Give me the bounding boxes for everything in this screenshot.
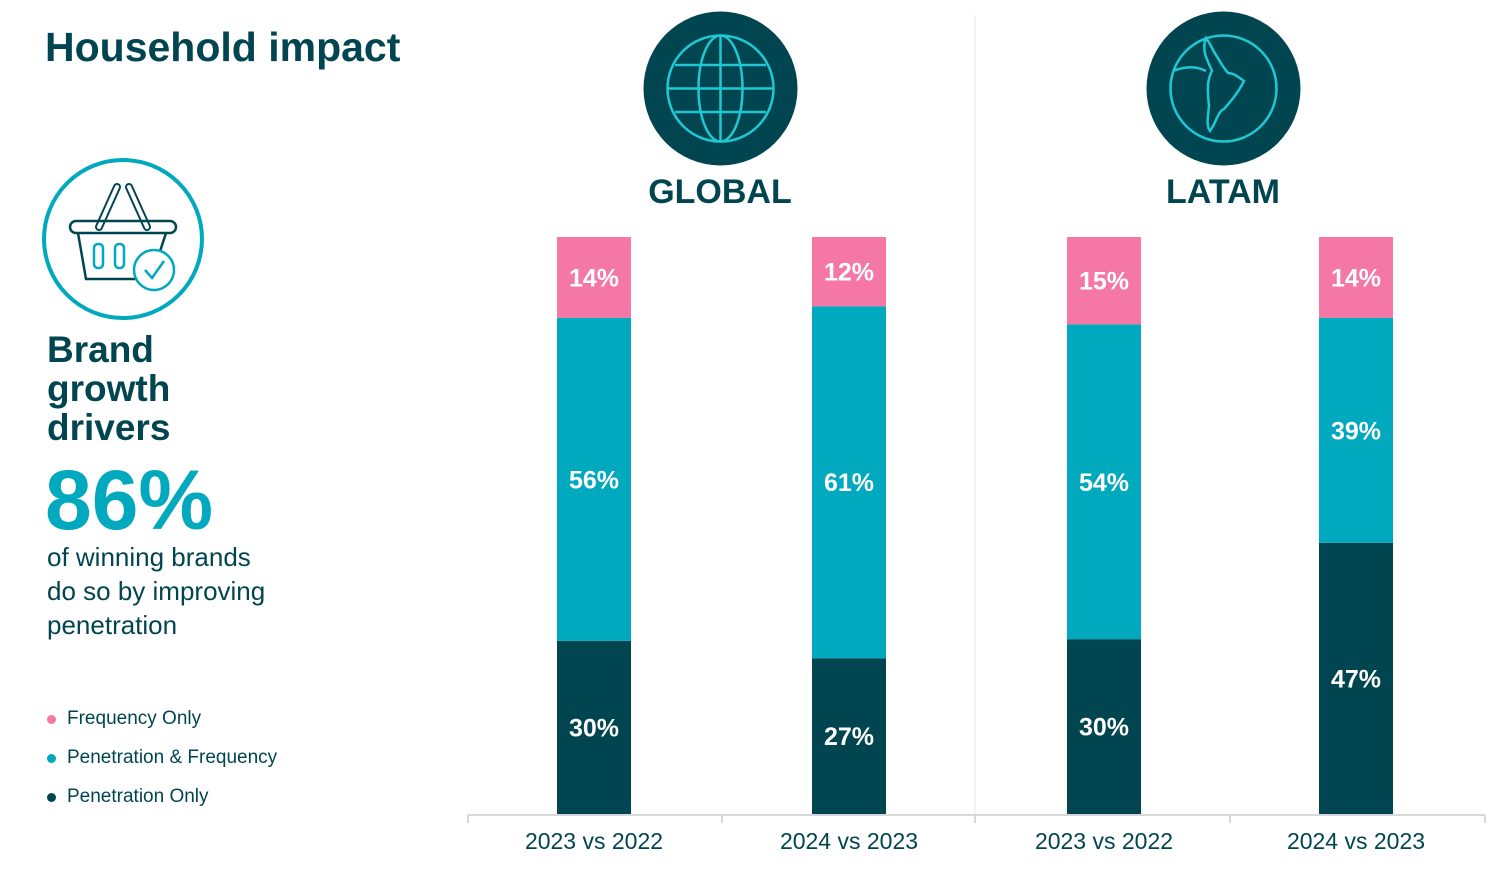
bar-segment xyxy=(812,306,886,659)
bar-segment xyxy=(1067,324,1141,640)
bar-segment xyxy=(557,640,631,814)
data-label: 54% xyxy=(1079,469,1129,497)
legend-item-penetration-frequency: Penetration & Frequency xyxy=(47,747,277,769)
description-line: do so by improving xyxy=(47,576,266,606)
globe-icon xyxy=(643,11,798,166)
data-label: 14% xyxy=(569,264,619,292)
south-america-icon xyxy=(1146,11,1301,166)
legend-label: Frequency Only xyxy=(67,708,202,729)
data-label: 61% xyxy=(824,469,874,497)
shopping-basket-check-icon xyxy=(42,158,204,320)
data-label: 39% xyxy=(1331,417,1381,445)
data-label: 27% xyxy=(824,723,874,751)
description-line: of winning brands xyxy=(47,542,251,572)
data-label: 56% xyxy=(569,466,619,494)
legend-dot xyxy=(47,714,56,724)
data-label: 15% xyxy=(1079,268,1129,296)
bar-segment xyxy=(1067,237,1141,325)
description-line: penetration xyxy=(47,610,178,640)
legend-dot xyxy=(47,753,56,763)
x-tick-label: 2023 vs 2022 xyxy=(525,828,663,854)
bar-segment xyxy=(1319,317,1393,543)
region-label-global: GLOBAL xyxy=(648,173,792,211)
legend-item-frequency-only: Frequency Only xyxy=(47,708,201,730)
bar-segment xyxy=(1067,639,1141,814)
data-label: 14% xyxy=(1331,264,1381,292)
data-label: 30% xyxy=(569,714,619,742)
legend-item-penetration-only: Penetration Only xyxy=(47,786,209,808)
region-label-latam: LATAM xyxy=(1166,173,1280,211)
data-label: 30% xyxy=(1079,714,1129,742)
x-tick-label: 2023 vs 2022 xyxy=(1035,828,1173,854)
heading: Brand growth drivers xyxy=(47,330,170,447)
data-label: 12% xyxy=(824,259,874,287)
heading-line: drivers xyxy=(47,407,171,448)
data-label: 47% xyxy=(1331,665,1381,693)
legend-dot xyxy=(47,792,56,802)
stat-description: of winning brands do so by improving pen… xyxy=(47,540,265,642)
bar-segment xyxy=(557,317,631,641)
bar-segment xyxy=(1319,237,1393,318)
heading-line: Brand xyxy=(47,329,154,370)
heading-line: growth xyxy=(47,368,171,409)
x-tick-label: 2024 vs 2023 xyxy=(780,828,918,854)
x-tick-label: 2024 vs 2023 xyxy=(1287,828,1425,854)
bar-segment xyxy=(557,237,631,318)
bar-segment xyxy=(812,658,886,814)
page-title: Household impact xyxy=(45,24,401,70)
bar-segment xyxy=(812,237,886,307)
big-stat: 86% xyxy=(45,453,214,547)
legend-label: Penetration Only xyxy=(67,786,209,807)
bar-segment xyxy=(1319,542,1393,814)
legend-label: Penetration & Frequency xyxy=(67,747,278,768)
